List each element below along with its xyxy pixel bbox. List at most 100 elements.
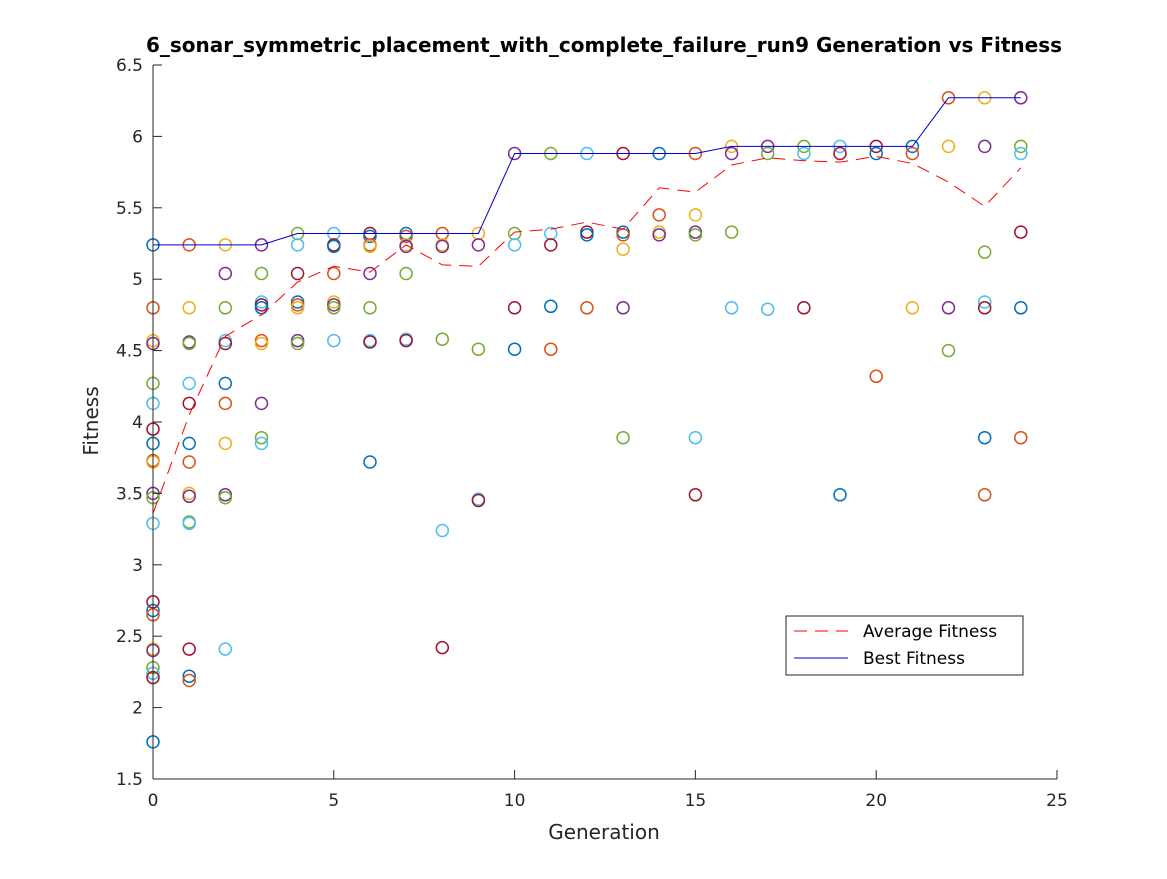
data-point (977, 488, 992, 502)
y-tick-label: 2.5 (116, 627, 143, 647)
data-point (869, 146, 883, 161)
data-point (399, 333, 413, 348)
data-point (905, 301, 920, 315)
data-point (254, 298, 269, 312)
data-point (254, 266, 269, 281)
data-point (833, 488, 847, 502)
y-tick-label: 6 (132, 127, 143, 147)
legend-label-average: Average Fitness (863, 622, 997, 642)
series-lines (152, 97, 1022, 514)
axes (152, 64, 1058, 780)
data-point (1014, 146, 1028, 161)
data-point (363, 455, 377, 469)
data-point (652, 208, 666, 222)
data-point (977, 430, 992, 445)
data-point (580, 225, 594, 239)
x-tick-label: 10 (504, 791, 526, 811)
data-point (652, 225, 666, 239)
data-point (182, 669, 196, 683)
data-point (218, 488, 233, 502)
average-fitness-line (152, 155, 1022, 514)
data-point (218, 436, 233, 451)
data-point (254, 336, 269, 351)
data-point (218, 301, 233, 315)
data-point (616, 242, 630, 256)
data-point (327, 333, 341, 348)
data-point (616, 228, 630, 242)
data-point (544, 299, 558, 314)
y-tick-label: 3 (132, 556, 143, 576)
data-point (218, 642, 233, 656)
data-point (616, 430, 630, 445)
data-point (688, 488, 703, 502)
data-point (941, 301, 956, 315)
data-point (688, 228, 703, 242)
data-point (977, 301, 992, 315)
data-point (290, 336, 305, 351)
y-tick-label: 3.5 (116, 484, 143, 504)
data-point (218, 336, 233, 351)
data-point (760, 302, 775, 316)
x-tick-label: 25 (1046, 791, 1068, 811)
x-tick-label: 20 (865, 791, 887, 811)
data-point (363, 301, 377, 315)
data-point (616, 301, 630, 315)
data-point (363, 229, 377, 244)
data-point (544, 342, 558, 356)
x-tick-label: 15 (685, 791, 707, 811)
data-point (363, 239, 377, 254)
data-point (182, 376, 196, 391)
y-tick-label: 5 (132, 270, 143, 290)
data-point (435, 239, 450, 254)
data-point (218, 266, 233, 281)
data-point (1014, 430, 1028, 445)
data-point (471, 238, 486, 252)
data-point (580, 301, 594, 315)
data-point (399, 266, 413, 281)
data-point (977, 295, 992, 309)
data-point (218, 376, 233, 391)
data-point (471, 493, 486, 508)
y-tick-label: 2 (132, 699, 143, 719)
data-point (182, 436, 196, 451)
data-point (290, 333, 305, 348)
tick-labels: 0 5 10 15 20 25 1.5 2 2.5 3 3.5 4 4.5 5 5.5 6 6.5 (116, 56, 1068, 811)
x-tick-label: 5 (328, 791, 339, 811)
data-point (688, 430, 703, 445)
data-point (724, 301, 739, 315)
data-point (797, 301, 811, 315)
data-point (1014, 139, 1028, 154)
data-point (327, 301, 341, 315)
data-point (507, 342, 522, 356)
data-point (977, 245, 992, 259)
data-point (507, 301, 522, 315)
y-tick-label: 6.5 (116, 56, 143, 76)
data-point (544, 238, 558, 252)
y-axis-label: Fitness (79, 386, 103, 455)
data-point (254, 436, 269, 451)
data-point (724, 146, 739, 161)
data-point (363, 266, 377, 281)
y-tick-label: 1.5 (116, 770, 143, 790)
data-point (905, 146, 920, 161)
data-point (218, 490, 233, 505)
data-point (254, 430, 269, 445)
data-point (363, 335, 377, 349)
data-point (327, 266, 341, 281)
data-point (580, 228, 594, 242)
data-point (290, 238, 305, 252)
legend-box (785, 615, 1024, 676)
data-point (652, 228, 666, 242)
y-tick-label: 4 (132, 413, 143, 433)
data-point (327, 239, 341, 254)
data-point (182, 336, 196, 351)
data-point (941, 343, 956, 358)
x-axis-label: Generation (548, 820, 660, 844)
data-point (724, 225, 739, 239)
data-point (218, 396, 233, 411)
data-point (182, 455, 196, 469)
data-point (869, 369, 883, 384)
data-point (182, 396, 196, 411)
